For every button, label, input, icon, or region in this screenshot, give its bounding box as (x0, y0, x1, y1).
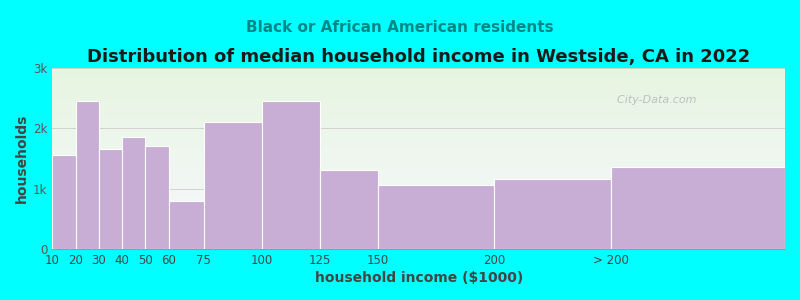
Bar (53, 155, 76, 249)
Title: Distribution of median household income in Westside, CA in 2022: Distribution of median household income … (87, 48, 750, 66)
Bar (146, 146, 169, 249)
Bar (494, 179, 610, 249)
X-axis label: household income ($1000): household income ($1000) (314, 271, 523, 285)
Bar (262, 101, 320, 249)
Bar (203, 122, 262, 249)
Bar (169, 201, 203, 249)
Bar (99, 149, 122, 249)
Bar (378, 185, 494, 249)
Bar (76, 101, 99, 249)
Y-axis label: households: households (15, 114, 29, 203)
Bar (122, 137, 146, 249)
Bar (320, 170, 378, 249)
Bar (610, 167, 785, 249)
Text: City-Data.com: City-Data.com (610, 95, 696, 105)
Text: Black or African American residents: Black or African American residents (246, 20, 554, 34)
